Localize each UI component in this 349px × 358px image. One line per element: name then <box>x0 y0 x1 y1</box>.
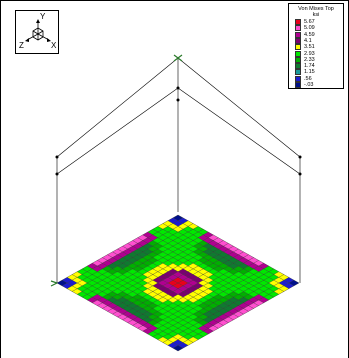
plate-cell <box>178 246 189 252</box>
legend-swatch <box>295 19 301 25</box>
legend-value: .56 <box>304 75 312 82</box>
frame-edge <box>177 87 301 175</box>
axis-triad-graphic <box>25 19 51 42</box>
frame-edge <box>177 57 301 158</box>
legend-value: 2.33 <box>304 56 315 63</box>
legend-entry: 4.59 <box>295 31 315 38</box>
frame-lines <box>56 57 301 283</box>
viewport-border-top <box>0 0 349 1</box>
frame-node <box>176 86 180 90</box>
mesh-line <box>72 274 194 343</box>
plate-cell <box>193 237 204 244</box>
axis-cube <box>32 27 44 41</box>
legend-swatch <box>295 82 301 88</box>
legend-value: -.03 <box>304 82 314 88</box>
legend-swatch <box>295 37 301 44</box>
plate-cell <box>142 237 153 244</box>
plate-mesh <box>56 214 300 352</box>
legend-value: 3.51 <box>304 44 315 51</box>
legend-title: Von Mises Top <box>298 6 334 12</box>
legend-units: ksi <box>312 12 320 18</box>
legend-value: 4.59 <box>304 31 315 38</box>
z-axis-arrow <box>25 38 29 42</box>
frame-node <box>298 172 302 176</box>
plate-cell <box>137 246 148 252</box>
legend-value: 4.1 <box>304 37 312 44</box>
legend-swatch <box>295 25 301 32</box>
support-marker <box>173 54 183 62</box>
mesh-line <box>66 277 189 346</box>
mesh-line <box>162 274 284 343</box>
plate-cell <box>203 237 214 244</box>
legend-entry: -.03 <box>295 82 313 88</box>
plate-cell <box>178 229 189 235</box>
plate-cell <box>162 237 173 244</box>
legend-entry: 2.93 <box>295 50 315 57</box>
plate-cell <box>147 229 158 235</box>
legend-swatch <box>295 44 301 51</box>
axis-triad: Y X Z <box>15 10 59 54</box>
plate-cell <box>198 229 209 235</box>
plate-cell <box>167 229 178 235</box>
legend-entry: 5.67 <box>295 19 315 25</box>
z-axis-label: Z <box>19 41 24 50</box>
mesh-line <box>167 277 290 346</box>
legend-entry: 1.15 <box>295 69 315 76</box>
plate-cell <box>198 246 209 252</box>
legend-swatch <box>295 75 301 82</box>
legend-swatch <box>295 69 301 76</box>
legend-value: 5.67 <box>304 19 315 25</box>
viewport-border-left <box>0 0 1 358</box>
plate-cell <box>172 237 184 244</box>
plate-cell <box>228 246 239 252</box>
legend-value: 5.09 <box>304 25 315 32</box>
frame-node <box>176 98 180 102</box>
legend-swatch <box>295 31 301 38</box>
mesh-line <box>61 280 184 349</box>
frame-edge <box>56 57 179 158</box>
plate-cell <box>117 246 128 252</box>
plate-cell <box>147 246 158 252</box>
legend-entry: 5.09 <box>295 25 315 32</box>
mesh-line <box>172 280 295 349</box>
plate-cell <box>208 246 219 252</box>
legend-entry: 4.1 <box>295 37 312 44</box>
mesh-line <box>56 282 179 352</box>
y-axis-arrow <box>36 19 40 23</box>
x-axis-arrow <box>47 38 51 42</box>
legend-entry: 2.33 <box>295 56 315 63</box>
mesh-line <box>177 282 300 352</box>
frame-nodes <box>55 86 302 176</box>
plate-cell <box>172 220 184 227</box>
legend-value: 2.93 <box>304 50 315 57</box>
legend-value: 1.15 <box>304 69 315 76</box>
support-marker <box>50 280 59 287</box>
frame-edge <box>56 87 179 175</box>
legend-swatch <box>295 50 301 57</box>
plate-cell <box>132 237 143 244</box>
frame-node <box>55 172 59 176</box>
y-axis-label: Y <box>40 12 46 21</box>
frame-node <box>298 155 302 159</box>
frame-node <box>55 155 59 159</box>
legend-entry: 1.74 <box>295 63 315 70</box>
stress-legend: Von Mises Top ksi 5.67 5.09 4.59 4.1 3.51 2.9… <box>288 3 344 89</box>
plate-cell <box>162 220 173 227</box>
x-axis-label: X <box>51 41 57 50</box>
legend-entry: 3.51 <box>295 44 315 51</box>
legend-swatch <box>295 56 301 63</box>
mesh-line <box>77 271 199 340</box>
legend-swatch <box>295 63 301 70</box>
legend-entry: .56 <box>295 75 312 82</box>
legend-value: 1.74 <box>304 63 315 70</box>
plate-cell <box>167 246 178 252</box>
